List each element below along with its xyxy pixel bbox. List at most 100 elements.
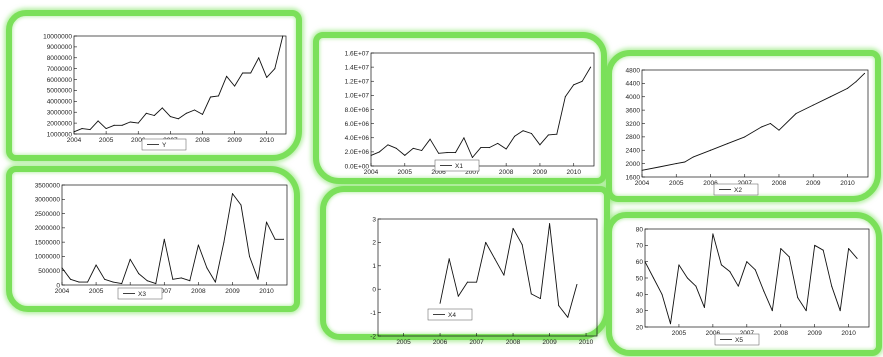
chart-card-y: 1000000 2000000 3000000 4000000 5000000 60000…	[6, 10, 302, 161]
chart-card-x3: 0 500000 1000000 1500000 2000000 2500000 30000…	[6, 166, 300, 312]
y-tick-label: 3500000	[35, 182, 61, 189]
x-tick-label: 2006	[706, 330, 721, 337]
series-line-x2	[641, 72, 865, 171]
data-point	[266, 76, 268, 78]
x-tick-label: 2006	[703, 180, 718, 187]
data-point	[206, 267, 208, 269]
chart-y: 1000000 2000000 3000000 4000000 5000000 60000…	[43, 33, 287, 151]
data-point	[686, 277, 688, 279]
data-point	[503, 274, 505, 276]
data-point	[590, 66, 592, 68]
data-point	[61, 267, 63, 269]
data-point	[839, 310, 841, 312]
data-point	[438, 152, 440, 154]
data-point	[761, 126, 763, 128]
data-point	[448, 258, 450, 260]
data-point	[404, 154, 406, 156]
plot-frame	[73, 35, 287, 135]
series-line-x4	[439, 223, 578, 318]
y-tick-label: 2500000	[35, 211, 61, 218]
data-point	[138, 273, 140, 275]
data-point	[105, 128, 107, 130]
data-point	[89, 129, 91, 131]
data-point	[539, 144, 541, 146]
data-point	[163, 238, 165, 240]
data-point	[814, 244, 816, 246]
x-tick-label: 2005	[396, 339, 411, 346]
data-point	[201, 113, 203, 115]
data-point	[494, 258, 496, 260]
data-point	[476, 281, 478, 283]
data-point	[864, 72, 866, 74]
y-tick-label: 1.0E+07	[345, 93, 370, 100]
y-tick-label: 1000000	[35, 254, 61, 261]
y-tick-label: 9000000	[47, 44, 73, 51]
data-point	[446, 152, 448, 154]
data-point	[530, 293, 532, 295]
data-point	[466, 281, 468, 283]
y-tick-label: 2000	[626, 161, 641, 168]
data-point	[121, 124, 123, 126]
series-line-x5	[644, 233, 858, 325]
data-point	[564, 96, 566, 98]
data-point	[658, 166, 660, 168]
data-point	[153, 114, 155, 116]
y-tick-label: 2	[372, 240, 376, 247]
chart-x3: 0 500000 1000000 1500000 2000000 2500000 30000…	[35, 182, 288, 300]
chart-card-x4: -2 -1 0 1 2 3 2005 2006 2007 2008 2009 2010 X4	[320, 186, 610, 346]
legend-label: X5	[735, 337, 743, 344]
x-tick-label: 2005	[89, 288, 104, 295]
x-tick-label: 2006	[431, 169, 446, 176]
legend-box	[117, 287, 163, 300]
legend-box	[714, 333, 760, 346]
legend-label: Y	[162, 142, 167, 149]
y-tick-label: 0	[56, 282, 60, 289]
data-point	[421, 149, 423, 151]
data-point	[539, 298, 541, 300]
data-point	[549, 223, 551, 225]
data-point	[223, 241, 225, 243]
data-point	[250, 72, 252, 74]
data-point	[73, 131, 75, 133]
plot-frame	[370, 52, 595, 167]
y-tick-label: 4000000	[47, 99, 73, 106]
y-tick-label: 3000000	[47, 110, 73, 117]
data-point	[644, 261, 646, 263]
y-tick-label: 4.0E+06	[345, 135, 370, 142]
y-tick-label: 0	[372, 287, 376, 294]
data-point	[240, 204, 242, 206]
data-point	[737, 285, 739, 287]
data-point	[692, 156, 694, 158]
x-tick-label: 2004	[55, 288, 70, 295]
data-point	[514, 135, 516, 137]
data-point	[172, 278, 174, 280]
y-tick-label: 3600	[626, 107, 641, 114]
data-point	[805, 310, 807, 312]
y-tick-label: 6.0E+06	[345, 121, 370, 128]
data-point	[395, 147, 397, 149]
data-point	[488, 147, 490, 149]
legend-box	[713, 183, 759, 196]
y-tick-label: 4400	[626, 81, 641, 88]
data-point	[703, 306, 705, 308]
data-point	[78, 281, 80, 283]
plot-frame	[377, 218, 598, 337]
data-point	[193, 109, 195, 111]
data-point	[727, 143, 729, 145]
series-line-y	[73, 35, 284, 133]
data-point	[746, 261, 748, 263]
x-tick-label: 2004	[364, 169, 379, 176]
y-tick-label: 70	[636, 243, 644, 250]
data-point	[778, 129, 780, 131]
data-point	[210, 96, 212, 98]
data-point	[129, 258, 131, 260]
y-tick-label: 7000000	[47, 66, 73, 73]
data-point	[81, 128, 83, 130]
data-point	[226, 75, 228, 77]
data-point	[274, 68, 276, 70]
data-point	[266, 221, 268, 223]
data-point	[257, 278, 259, 280]
y-tick-label: 2400	[626, 148, 641, 155]
x-tick-label: 2009	[227, 137, 242, 144]
data-point	[283, 238, 285, 240]
